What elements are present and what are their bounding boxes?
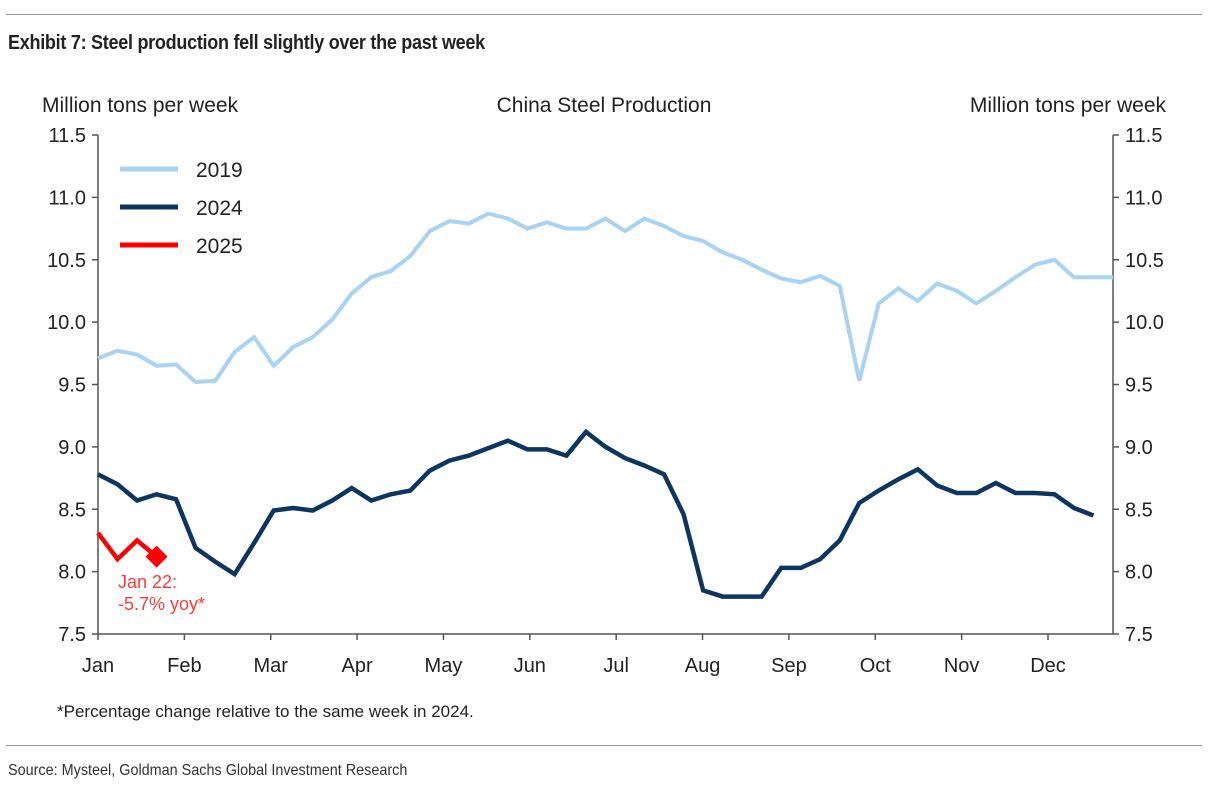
y-axis-label-right: Million tons per week [970,94,1167,117]
x-tick-label: Oct [860,655,892,677]
x-tick-label: Sep [771,655,807,677]
x-tick-label: Jun [514,655,546,677]
y-axis-label-left: Million tons per week [42,94,239,117]
x-tick-label: May [425,655,463,677]
y-tick-label-right: 11.0 [1125,187,1162,209]
x-tick-label: Jul [603,655,629,677]
y-tick-label-left: 7.5 [58,624,86,646]
x-tick-label: Aug [685,655,721,677]
y-tick-label-right: 9.5 [1125,375,1153,397]
x-tick-label: Nov [944,655,980,677]
y-tick-label-right: 10.0 [1125,312,1164,334]
x-tick-label: Mar [254,655,289,677]
x-tick-label: Jan [82,655,114,677]
y-tick-label-left: 11.5 [49,125,86,147]
series-line-2024 [96,428,1095,599]
exhibit-title: Exhibit 7: Steel production fell slightl… [8,32,485,54]
x-tick-label: Feb [167,655,201,677]
y-tick-label-left: 10.5 [47,250,86,272]
top-rule [6,14,1202,15]
y-tick-label-left: 8.0 [58,562,86,584]
y-tick-label-left: 9.0 [58,437,86,459]
chart-title: China Steel Production [497,94,712,117]
y-tick-label-right: 10.5 [1125,250,1164,272]
y-tick-label-left: 9.5 [58,375,86,397]
source-note: Source: Mysteel, Goldman Sachs Global In… [8,762,408,779]
series-line-2019 [97,211,1113,385]
footnote: *Percentage change relative to the same … [57,702,474,721]
y-tick-label-right: 9.0 [1125,437,1153,459]
y-tick-label-right: 11.5 [1125,125,1162,147]
latest-point-marker [145,545,168,568]
bottom-rule [6,745,1202,746]
legend-label-2019: 2019 [196,159,243,182]
x-tick-label: Dec [1030,655,1066,677]
chart: Million tons per week China Steel Produc… [42,94,1167,721]
annotation-line2: -5.7% yoy* [118,594,205,614]
y-tick-label-left: 8.5 [58,499,86,521]
legend-label-2025: 2025 [196,235,243,258]
y-tick-label-left: 11.0 [49,187,86,209]
annotation-line1: Jan 22: [118,572,177,592]
series-line-2025 [96,531,158,563]
y-tick-label-right: 8.0 [1125,562,1153,584]
y-tick-label-left: 10.0 [47,312,86,334]
y-tick-label-right: 7.5 [1125,624,1153,646]
y-tick-label-right: 8.5 [1125,499,1153,521]
x-tick-label: Apr [342,655,373,677]
legend-label-2024: 2024 [196,197,243,220]
